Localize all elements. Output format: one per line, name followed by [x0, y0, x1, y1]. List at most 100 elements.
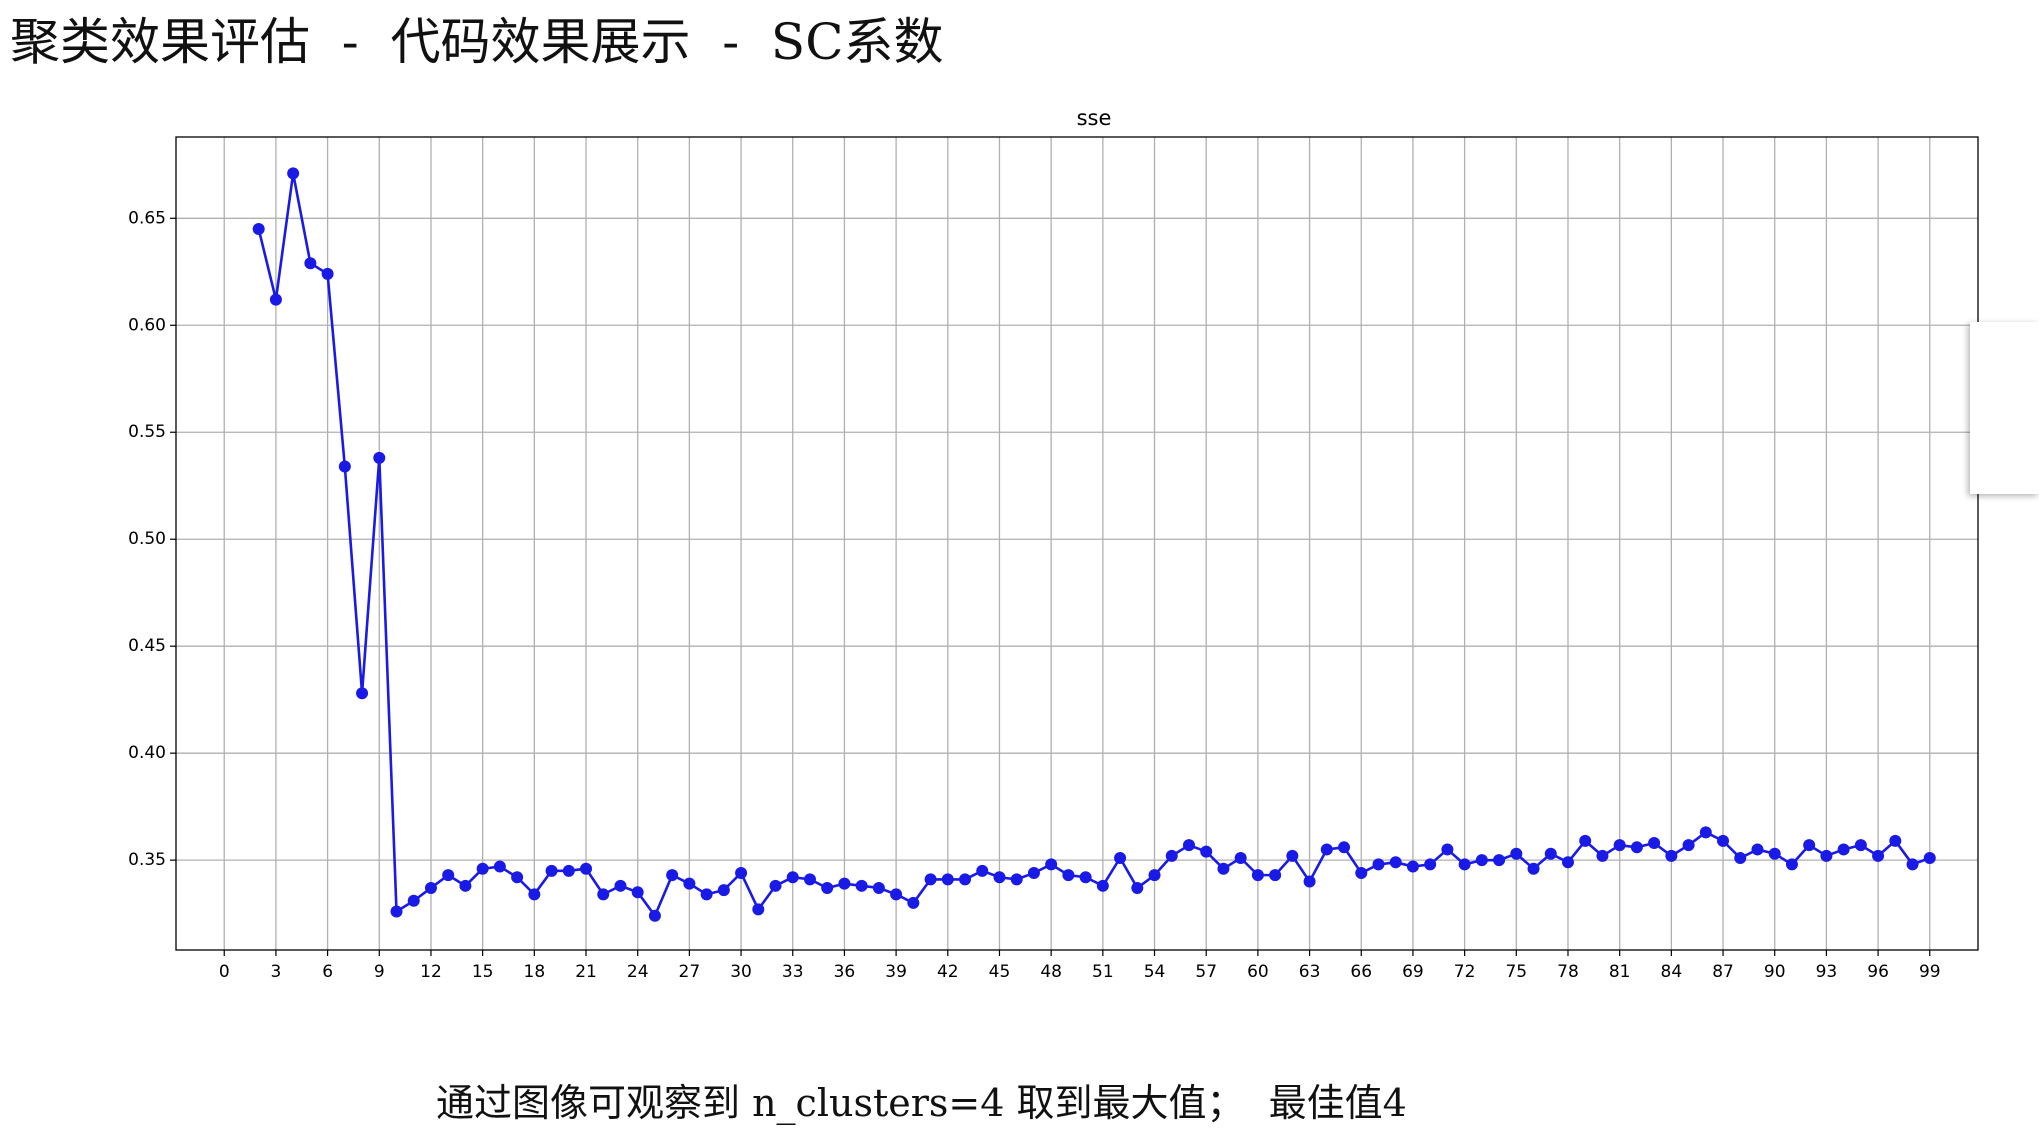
data-point [459, 879, 472, 892]
x-tick-label: 84 [1661, 962, 1683, 982]
data-point [838, 877, 851, 890]
x-tick-label: 90 [1764, 962, 1786, 982]
data-point [1286, 849, 1299, 862]
x-tick-label: 36 [834, 962, 856, 982]
data-point [1734, 852, 1747, 865]
data-point [1889, 834, 1902, 847]
x-tick-label: 33 [782, 962, 804, 982]
x-tick-label: 60 [1247, 962, 1269, 982]
data-point [959, 873, 972, 886]
data-point [717, 884, 730, 897]
x-tick-label: 87 [1712, 962, 1734, 982]
data-point [511, 871, 524, 884]
y-tick-label: 0.35 [128, 850, 166, 870]
data-point [1493, 854, 1506, 867]
data-point [821, 881, 834, 894]
data-point [1527, 862, 1540, 875]
data-point [735, 866, 748, 879]
x-tick-label: 45 [989, 962, 1011, 982]
footer-text: 通过图像可观察到 n_clusters=4 取到最大值； 最佳值4 [436, 1081, 1407, 1125]
data-point [1906, 858, 1919, 871]
data-point [1165, 849, 1178, 862]
data-point [803, 873, 816, 886]
x-tick-label: 78 [1557, 962, 1579, 982]
data-point [269, 293, 282, 306]
data-line [257, 173, 1931, 919]
data-point [752, 903, 765, 916]
data-point [528, 888, 541, 901]
data-point [1027, 866, 1040, 879]
y-tick-label: 0.50 [128, 529, 166, 549]
data-point [1200, 845, 1213, 858]
data-point [1751, 843, 1764, 856]
data-point [1820, 849, 1833, 862]
data-point [1665, 849, 1678, 862]
x-tick-label: 12 [420, 962, 442, 982]
data-point [597, 888, 610, 901]
data-point [924, 873, 937, 886]
plot-frame [175, 136, 1979, 951]
x-tick-label: 27 [679, 962, 701, 982]
data-point [562, 864, 575, 877]
data-point [907, 896, 920, 909]
data-point [614, 879, 627, 892]
chart: sse 0 3 6 9 12 15 18 21 24 27 30 33 36 39 42 45 48 51 54 57… [128, 106, 1979, 982]
y-tick-label: 0.65 [128, 208, 166, 228]
data-point [287, 167, 300, 180]
x-tick-label: 69 [1402, 962, 1424, 982]
data-point [321, 267, 334, 280]
x-tick-label: 66 [1350, 962, 1372, 982]
x-tick-label: 72 [1454, 962, 1476, 982]
data-point [1458, 858, 1471, 871]
data-point [700, 888, 713, 901]
data-point [1096, 879, 1109, 892]
data-point [1837, 843, 1850, 856]
data-point [1717, 834, 1730, 847]
data-point [1372, 858, 1385, 871]
x-tick-label: 3 [271, 962, 282, 982]
data-point [1424, 858, 1437, 871]
data-point [1355, 866, 1368, 879]
data-point [1648, 837, 1661, 850]
data-point [769, 879, 782, 892]
data-point [390, 905, 403, 918]
data-point [407, 894, 420, 907]
x-tick-label: 42 [937, 962, 959, 982]
x-tick-label: 51 [1092, 962, 1114, 982]
x-tick-label: 75 [1505, 962, 1527, 982]
data-point [1182, 839, 1195, 852]
data-point [683, 877, 696, 890]
data-point [872, 881, 885, 894]
data-point [1234, 852, 1247, 865]
data-point [1079, 871, 1092, 884]
data-point [631, 886, 644, 899]
y-tick-label: 0.60 [128, 315, 166, 335]
data-point [1682, 839, 1695, 852]
data-point [1406, 860, 1419, 873]
data-point [1596, 849, 1609, 862]
x-tick-label: 0 [219, 962, 230, 982]
data-point [993, 871, 1006, 884]
data-point [1768, 847, 1781, 860]
x-tick-label: 93 [1816, 962, 1838, 982]
data-point [1251, 869, 1264, 882]
data-point [1510, 847, 1523, 860]
x-tick-label: 57 [1195, 962, 1217, 982]
data-point [1785, 858, 1798, 871]
data-point [1441, 843, 1454, 856]
data-point [1475, 854, 1488, 867]
data-point [304, 257, 317, 270]
x-tick-label: 6 [322, 962, 333, 982]
data-point [545, 864, 558, 877]
data-point [786, 871, 799, 884]
data-point [1320, 843, 1333, 856]
data-point [1613, 839, 1626, 852]
x-tick-label: 99 [1919, 962, 1941, 982]
data-point [1303, 875, 1316, 888]
data-point [1338, 841, 1351, 854]
data-point [1131, 881, 1144, 894]
x-tick-label: 81 [1609, 962, 1631, 982]
x-tick-label: 96 [1867, 962, 1889, 982]
data-point [1010, 873, 1023, 886]
x-tick-label: 18 [524, 962, 546, 982]
